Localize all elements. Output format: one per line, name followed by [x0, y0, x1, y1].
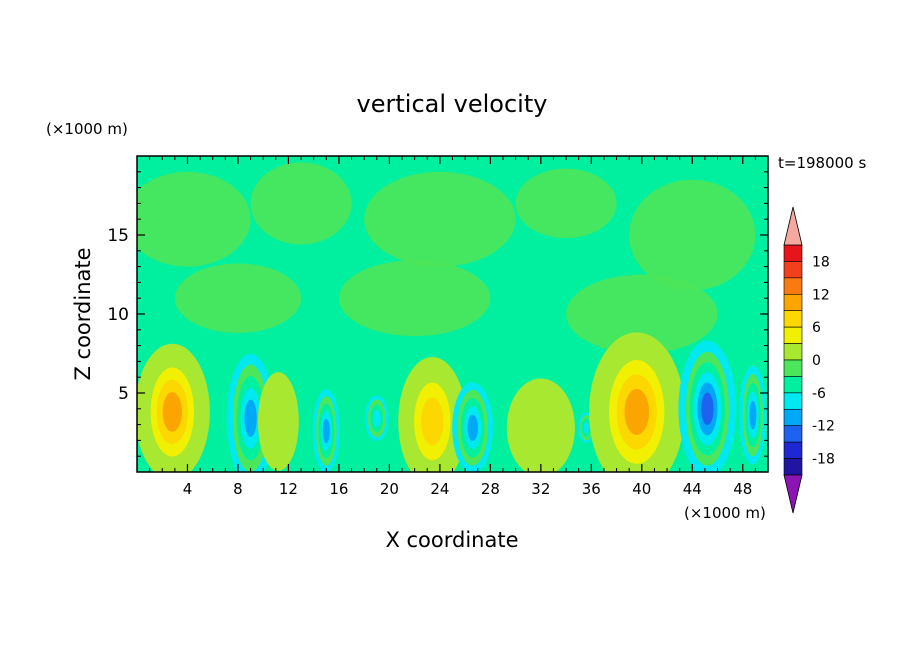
- velocity-contour: [372, 409, 381, 427]
- velocity-contour: [263, 380, 294, 463]
- y-axis-label: Z coordinate: [71, 247, 95, 380]
- colorbar-level: [783, 277, 803, 295]
- colorbar-level: [783, 261, 803, 279]
- x-tick-label: 12: [279, 480, 298, 498]
- colorbar-tick-label: 6: [812, 320, 821, 336]
- colorbar-level: [783, 293, 803, 312]
- colorbar-tick-label: 12: [812, 287, 830, 303]
- velocity-cell: [678, 340, 737, 472]
- colorbar-level: [783, 343, 803, 361]
- velocity-contour: [749, 400, 757, 430]
- field-band: [566, 274, 718, 354]
- x-axis: 4 8 12 16 20 24 28 32 36 40 44 48: [149, 156, 756, 498]
- y-tick-label: 15: [107, 226, 129, 246]
- field-band: [174, 263, 302, 333]
- velocity-cell: [398, 356, 467, 472]
- velocity-contour: [624, 388, 650, 436]
- colorbar-level: [783, 310, 803, 328]
- colorbar-level: [783, 441, 803, 459]
- x-tick-label: 44: [683, 480, 702, 498]
- field-band: [364, 171, 516, 267]
- velocity-contour: [244, 399, 257, 437]
- field-band: [629, 179, 756, 291]
- time-label: t=198000 s: [778, 154, 866, 172]
- velocity-cell: [589, 332, 685, 472]
- velocity-contour: [162, 392, 182, 432]
- velocity-cell: [739, 365, 767, 465]
- velocity-contour: [515, 386, 567, 469]
- colorbar-tick-label: -12: [812, 419, 835, 435]
- x-tick-label: 16: [329, 480, 348, 498]
- x-tick-label: 48: [733, 480, 752, 498]
- colorbar-tick-label: 18: [812, 254, 830, 270]
- velocity-cell: [137, 343, 210, 472]
- colorbar-level: [783, 359, 803, 377]
- colorbar-level: [783, 326, 803, 344]
- x-tick-label: 36: [582, 480, 601, 498]
- colorbar-level: [783, 425, 803, 443]
- velocity-cell: [257, 372, 299, 471]
- colorbar-level: [783, 458, 803, 476]
- x-tick-label: 8: [233, 480, 243, 498]
- velocity-cell: [312, 389, 340, 472]
- x-tick-label: 24: [430, 480, 449, 498]
- colorbar-over-arrow: [783, 206, 803, 246]
- colorbar-tick-label: 0: [812, 353, 821, 369]
- colorbar-tick-label: -6: [812, 386, 826, 402]
- plot-area: [136, 155, 769, 473]
- x-tick-label: 4: [183, 480, 193, 498]
- x-tick-label: 28: [481, 480, 500, 498]
- colorbar-level: [783, 376, 803, 394]
- colorbar-level: [783, 244, 803, 262]
- velocity-contour: [322, 418, 330, 444]
- colorbar-level: [783, 392, 803, 410]
- x-unit-label: (×1000 m): [684, 504, 766, 522]
- velocity-cell: [506, 378, 575, 472]
- x-axis-label: X coordinate: [385, 528, 518, 552]
- colorbar-tick-label: -18: [812, 452, 835, 468]
- velocity-contour: [467, 414, 478, 441]
- x-tick-label: 20: [380, 480, 399, 498]
- velocity-cell: [452, 382, 494, 472]
- y-axis: 5 10 15: [107, 171, 768, 457]
- colorbar: 18 12 6 0 -6 -12 -18: [783, 206, 835, 514]
- y-unit-label: (×1000 m): [46, 120, 128, 138]
- field-band: [338, 260, 491, 337]
- velocity-contour: [583, 422, 590, 434]
- field-band: [515, 168, 617, 239]
- colorbar-under-arrow: [783, 474, 803, 514]
- field-band: [137, 171, 251, 267]
- colorbar-level: [783, 408, 803, 427]
- chart-title: vertical velocity: [357, 90, 548, 118]
- field-band: [250, 162, 352, 245]
- velocity-cell: [364, 395, 389, 442]
- y-tick-label: 5: [118, 384, 129, 404]
- y-tick-label: 10: [107, 305, 129, 325]
- velocity-contour: [421, 397, 444, 446]
- x-tick-label: 32: [531, 480, 550, 498]
- velocity-field: [137, 162, 767, 472]
- velocity-contour: [701, 392, 714, 426]
- x-tick-label: 40: [632, 480, 651, 498]
